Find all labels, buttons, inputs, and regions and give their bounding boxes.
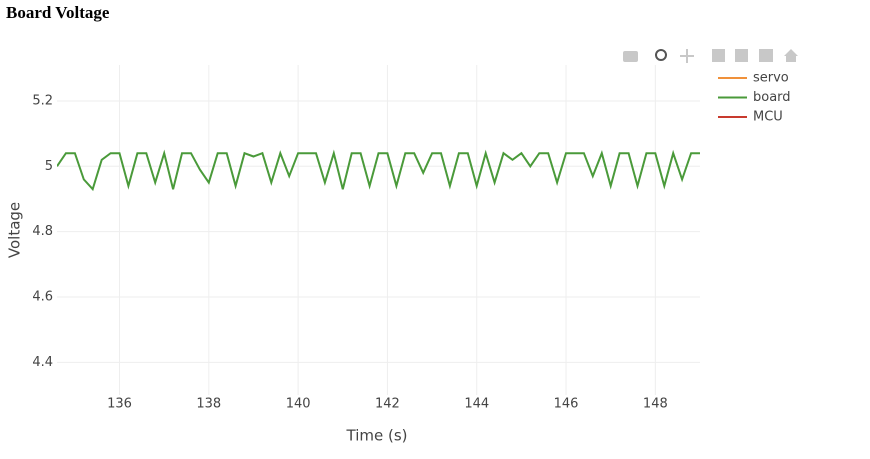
modebar bbox=[623, 49, 798, 63]
y-tick-label: 4.4 bbox=[32, 355, 53, 370]
reset-icon[interactable] bbox=[784, 49, 798, 62]
chart-title: Board Voltage bbox=[6, 3, 110, 22]
x-tick-label: 138 bbox=[196, 397, 221, 412]
zoom-out-icon[interactable] bbox=[735, 49, 748, 62]
x-tick-label: 144 bbox=[464, 397, 489, 412]
pan-icon[interactable] bbox=[680, 49, 694, 63]
camera-icon[interactable] bbox=[623, 51, 638, 62]
y-tick-label: 4.8 bbox=[32, 224, 53, 239]
y-tick-label: 5 bbox=[45, 159, 53, 174]
legend-label: board bbox=[753, 90, 791, 105]
x-tick-label: 142 bbox=[375, 397, 400, 412]
x-axis-label: Time (s) bbox=[346, 427, 408, 445]
x-tick-label: 140 bbox=[286, 397, 311, 412]
x-tick-label: 148 bbox=[643, 397, 668, 412]
zoom-in-icon[interactable] bbox=[712, 49, 725, 62]
autoscale-icon[interactable] bbox=[759, 49, 773, 62]
zoom-icon[interactable] bbox=[655, 49, 667, 61]
series-line bbox=[57, 149, 700, 192]
x-tick-label: 146 bbox=[554, 397, 579, 412]
y-axis-label: Voltage bbox=[6, 202, 24, 258]
y-tick-label: 4.6 bbox=[32, 289, 53, 304]
legend-label: servo bbox=[753, 71, 789, 86]
x-tick-label: 136 bbox=[107, 397, 132, 412]
legend-label: MCU bbox=[753, 110, 783, 125]
y-tick-label: 5.2 bbox=[32, 93, 53, 108]
